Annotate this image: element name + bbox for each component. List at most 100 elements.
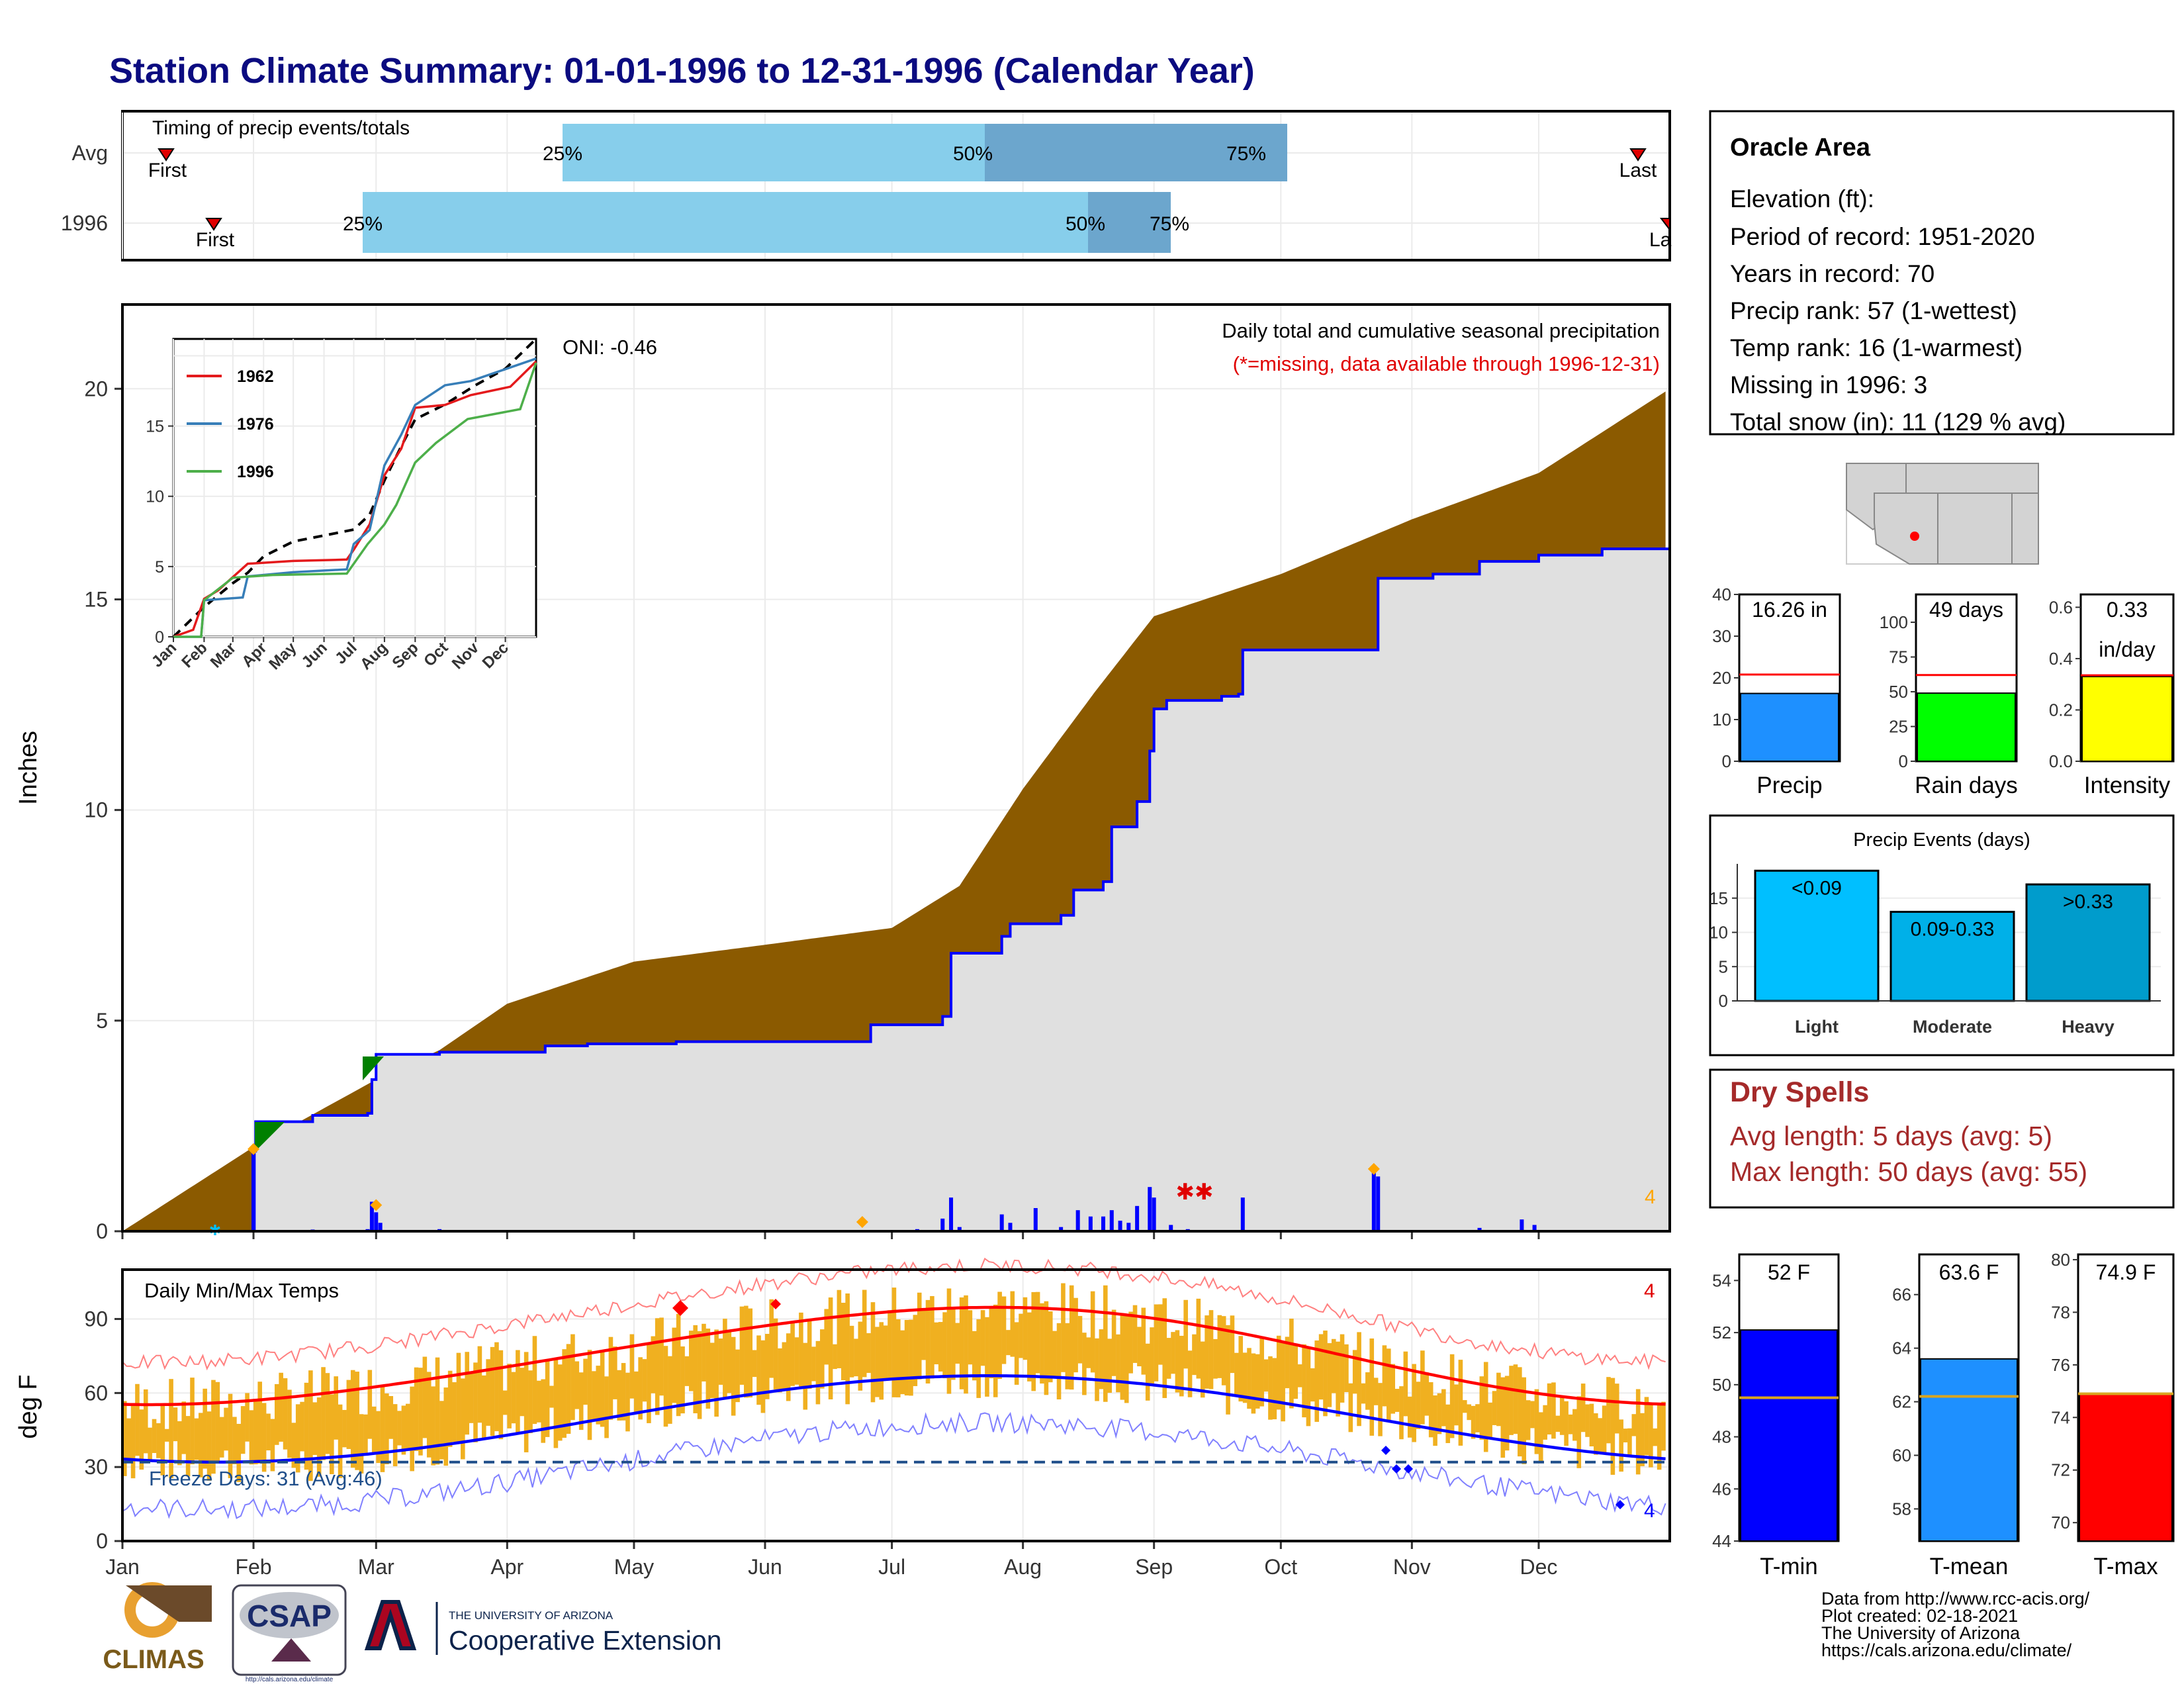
daily-temp-bar bbox=[1175, 1330, 1180, 1393]
inset-legend: 1962 1976 1996 bbox=[187, 367, 274, 481]
daily-temp-bar bbox=[1289, 1319, 1294, 1409]
x-tick-label: Oct bbox=[1264, 1555, 1297, 1579]
daily-temp-bar bbox=[1538, 1412, 1543, 1462]
daily-temp-bar bbox=[702, 1323, 706, 1382]
daily-temp-bar bbox=[799, 1312, 803, 1389]
temp-bar-value bbox=[1920, 1358, 2018, 1542]
daily-temp-bar bbox=[1124, 1315, 1129, 1403]
daily-temp-bar bbox=[1627, 1428, 1632, 1458]
y-tick-label: 10 bbox=[84, 798, 108, 822]
daily-temp-bar bbox=[1462, 1400, 1467, 1413]
temp-y-tick-label: 66 bbox=[1892, 1285, 1911, 1305]
daily-temp-bar bbox=[862, 1289, 867, 1378]
y-tick-label: 0 bbox=[96, 1219, 108, 1243]
temp-count-top: 4 bbox=[1644, 1280, 1655, 1302]
mini-y-tick-label: 0.0 bbox=[2049, 751, 2073, 771]
daily-temp-bar bbox=[507, 1364, 512, 1429]
daily-temp-bar bbox=[1504, 1376, 1510, 1451]
locator-map bbox=[1846, 463, 2039, 565]
daily-temp-bar bbox=[1373, 1378, 1379, 1405]
y1996-first-label: First bbox=[196, 229, 235, 251]
info-line: Temp rank: 16 (1-warmest) bbox=[1730, 334, 2023, 361]
daily-temp-bar bbox=[520, 1368, 525, 1417]
temp-bar-t-max: 70 72 74 76 78 80 74.9 F T-max bbox=[2051, 1250, 2175, 1579]
daily-temp-bar bbox=[841, 1303, 846, 1380]
daily-temp-bar bbox=[1441, 1389, 1446, 1427]
daily-temp-bar bbox=[583, 1358, 588, 1405]
daily-temp-bar bbox=[1285, 1336, 1290, 1389]
daily-temp-bar bbox=[126, 1418, 131, 1462]
daily-temp-bar bbox=[169, 1379, 173, 1479]
daily-temp-bar bbox=[1166, 1338, 1171, 1379]
daily-temp-bar bbox=[1128, 1311, 1133, 1374]
daily-temp-bar bbox=[570, 1334, 575, 1421]
daily-temp-bar bbox=[261, 1403, 267, 1472]
daily-temp-bar bbox=[1449, 1354, 1455, 1438]
legend-entry-1976: 1976 bbox=[237, 415, 274, 434]
daily-temp-bar bbox=[959, 1297, 964, 1389]
daily-temp-bar bbox=[330, 1394, 334, 1474]
daily-temp-bar bbox=[545, 1359, 550, 1437]
daily-temp-bar bbox=[236, 1423, 242, 1482]
daily-temp-bar bbox=[709, 1342, 715, 1399]
inset-y-tick-label: 0 bbox=[155, 628, 164, 647]
daily-temp-bar bbox=[913, 1315, 918, 1386]
precip-events-chart: Precip Events (days) <0.09 Light 0.09-0.33… bbox=[1709, 814, 2175, 1056]
inset-avg-line bbox=[172, 338, 537, 638]
daily-temp-bar bbox=[1530, 1401, 1535, 1429]
daily-temp-bar bbox=[1145, 1343, 1150, 1401]
daily-temp-bar bbox=[1644, 1397, 1649, 1456]
daily-temp-bar bbox=[820, 1329, 825, 1389]
mini-bar-intensity: 0.0 0.2 0.4 0.6 0.33 in/day Intensity bbox=[2049, 593, 2175, 798]
info-line: Precip rank: 57 (1-wettest) bbox=[1730, 297, 2017, 324]
daily-temp-bar bbox=[173, 1407, 178, 1442]
precip-record-marker bbox=[856, 1216, 868, 1228]
daily-temp-bar bbox=[655, 1318, 660, 1415]
daily-temp-bar bbox=[1433, 1395, 1437, 1446]
daily-temp-bar bbox=[397, 1411, 402, 1446]
daily-temp-bar bbox=[392, 1404, 398, 1466]
mini-y-tick-label: 0.4 bbox=[2049, 649, 2073, 669]
daily-temp-bar bbox=[1107, 1338, 1112, 1393]
precip-daily-bar bbox=[1075, 1210, 1080, 1231]
daily-temp-bar bbox=[968, 1310, 973, 1365]
daily-temp-bar bbox=[300, 1401, 304, 1452]
daily-temp-bar bbox=[676, 1313, 681, 1417]
daily-temp-bar bbox=[498, 1350, 504, 1440]
daily-temp-bar bbox=[473, 1362, 478, 1442]
temp-y-tick-label: 76 bbox=[2051, 1355, 2070, 1375]
precip-daily-bar bbox=[1008, 1223, 1013, 1231]
daily-temp-bar bbox=[414, 1367, 419, 1451]
mini-y-tick-label: 0 bbox=[1899, 751, 1908, 771]
daily-temp-bar bbox=[1010, 1291, 1015, 1357]
precip-daily-bars bbox=[248, 1143, 1537, 1231]
daily-temp-bar bbox=[549, 1385, 554, 1408]
daily-temp-bar bbox=[1399, 1386, 1404, 1440]
mini-y-tick-label: 30 bbox=[1712, 626, 1731, 646]
daily-temp-bar bbox=[993, 1304, 998, 1397]
daily-temp-bar bbox=[854, 1338, 858, 1377]
daily-temp-bar bbox=[891, 1288, 897, 1397]
daily-temp-bar bbox=[1390, 1364, 1395, 1414]
temp-bar-value bbox=[2079, 1393, 2173, 1542]
daily-temp-bar bbox=[773, 1318, 778, 1390]
precip-daily-bar bbox=[374, 1212, 379, 1231]
mini-bar-value bbox=[1917, 692, 2016, 762]
daily-temp-bar bbox=[537, 1380, 541, 1423]
daily-temp-bar bbox=[456, 1352, 461, 1442]
avg-p25-label: 25% bbox=[543, 143, 582, 165]
inset-y-tick-label: 10 bbox=[146, 488, 164, 506]
mini-y-tick-label: 75 bbox=[1889, 647, 1908, 667]
events-category-label: Heavy bbox=[2062, 1017, 2115, 1037]
daily-temp-bar bbox=[858, 1321, 863, 1391]
daily-temp-bar bbox=[224, 1407, 228, 1451]
daily-temp-bar bbox=[1263, 1359, 1269, 1392]
precip-1996-area bbox=[122, 546, 1670, 1231]
daily-temp-bar bbox=[494, 1342, 499, 1432]
mini-bar-precip: 0 10 20 30 40 16.26 in Precip bbox=[1712, 585, 1841, 798]
precip-panel-label: Daily total and cumulative seasonal prec… bbox=[1222, 319, 1660, 342]
daily-temp-bar bbox=[833, 1344, 837, 1370]
precip-daily-bar bbox=[369, 1201, 374, 1231]
avg-p50-label: 50% bbox=[953, 143, 993, 165]
daily-temp-bar bbox=[1500, 1377, 1506, 1458]
